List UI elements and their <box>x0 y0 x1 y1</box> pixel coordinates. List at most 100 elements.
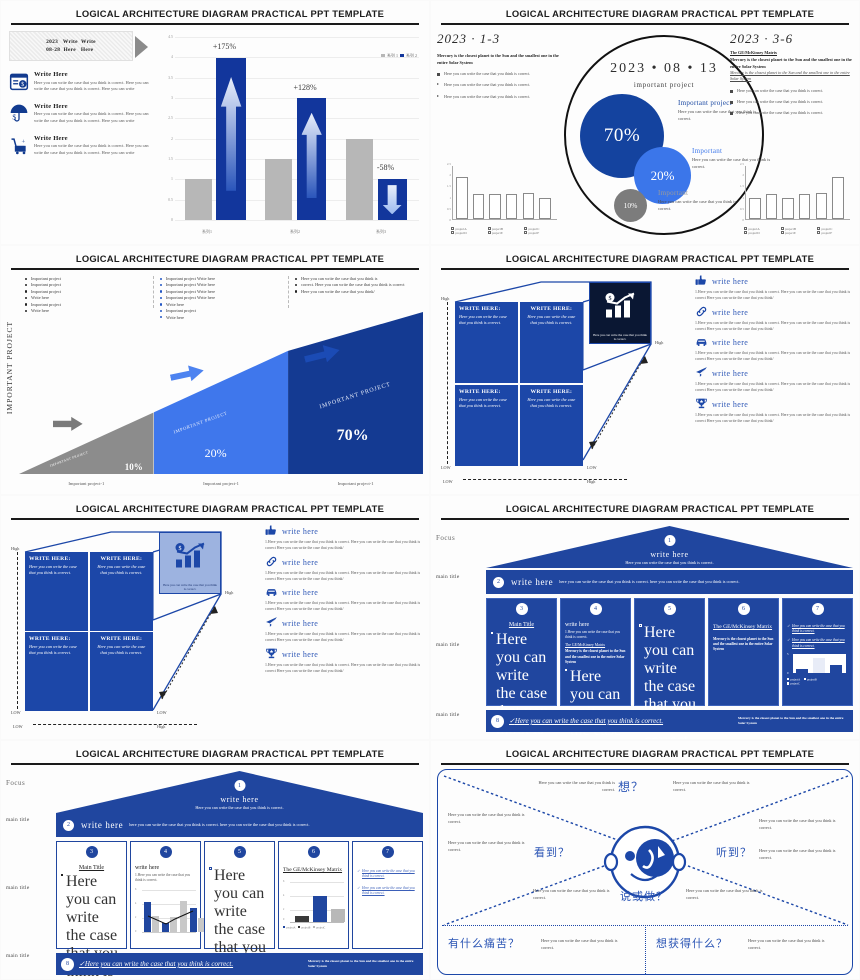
band-body: here you can write the case that you thi… <box>129 821 310 827</box>
card-6[interactable]: 6 The GE/McKinsey Matrix 6 4 2 0 <box>278 841 349 949</box>
data-label: +175% <box>212 42 237 52</box>
main-title-label: main title <box>6 885 30 891</box>
mini-bar-chart-left: 0 0.5 1 1.5 2 2.5 <box>439 162 559 236</box>
matrix-face-panel[interactable]: $ Here you can write the case that you t… <box>159 532 221 594</box>
roof-section[interactable]: 1 write here Here you can write the case… <box>486 526 853 568</box>
bullet: Here you can write the case that you thi… <box>730 99 855 105</box>
item-body: 1.Here you can write the case that you t… <box>265 662 421 673</box>
bar-blue-2 <box>297 98 327 220</box>
card-6[interactable]: 6 The GE/McKinsey Matrix Mercury is the … <box>708 598 779 706</box>
footer-band[interactable]: 8 ✓Here you can write the case that you … <box>56 953 423 975</box>
list-item[interactable]: write here 1.Here you can write the case… <box>695 366 855 394</box>
matrix-cell[interactable]: WRITE HERE: Here you can write the case … <box>455 302 519 384</box>
list-item: Important project Write here <box>160 295 282 301</box>
list-item[interactable]: $ Write Here Here you can write the case… <box>9 71 149 93</box>
text-bottom-left: Here you can write the case that you thi… <box>533 888 610 900</box>
list-item: Write here <box>160 315 282 321</box>
list-item[interactable]: write here 1.Here you can write the case… <box>265 585 425 613</box>
label-gain: 想获得什么？ <box>656 938 728 950</box>
link-chain-icon <box>265 555 278 570</box>
card-5[interactable]: 5 Here you can write the case that you t… <box>204 841 275 979</box>
step-number: 1 <box>663 534 676 547</box>
body: Here you can write the case that you thi… <box>658 199 737 212</box>
roof-body: Here you can write the case that you thi… <box>195 805 284 810</box>
band-title: write here <box>81 820 124 830</box>
card-title: Main Title <box>508 622 535 628</box>
list-item[interactable]: write here 1.Here you can write the case… <box>265 647 425 675</box>
slide-1[interactable]: LOGICAL ARCHITECTURE DIAGRAM PRACTICAL P… <box>0 0 430 245</box>
matrix-grid: WRITE HERE: Here you can write the case … <box>25 552 153 711</box>
list-item[interactable]: write here 1.Here you can write the case… <box>265 555 425 583</box>
horizontal-axis <box>33 724 197 725</box>
slide-6[interactable]: LOGICAL ARCHITECTURE DIAGRAM PRACTICAL P… <box>430 495 860 740</box>
list-item[interactable]: write here 1.Here you can write the case… <box>265 616 425 644</box>
list-item[interactable]: write here 1.Here you can write the case… <box>695 274 855 302</box>
matrix-face-panel[interactable]: $ Here you can write the case that you t… <box>589 282 651 344</box>
matrix-cell[interactable]: WRITE HERE: Here you can write the case … <box>25 632 89 711</box>
card-7[interactable]: 7 ✓ Here you can write the case that you … <box>782 598 853 706</box>
list-item: Important project Write here <box>160 282 282 288</box>
cell-body: Here you can write the case that you thi… <box>459 314 507 326</box>
calendar-money-icon: $ <box>9 71 29 91</box>
center-subtitle: important project <box>633 81 695 89</box>
matrix-cell[interactable]: WRITE HERE: Here you can write the case … <box>89 552 153 631</box>
footer-band[interactable]: 8 ✓Here you can write the case that you … <box>486 710 853 732</box>
page-title: LOGICAL ARCHITECTURE DIAGRAM PRACTICAL P… <box>505 253 815 264</box>
slide-4[interactable]: LOGICAL ARCHITECTURE DIAGRAM PRACTICAL P… <box>430 245 860 495</box>
main-title-label: main title <box>436 642 460 648</box>
segment-1: IMPORTANT PROJECT 10% <box>19 312 154 474</box>
card-5[interactable]: 5 Here you can write the case that you t… <box>634 598 705 739</box>
slide-7[interactable]: LOGICAL ARCHITECTURE DIAGRAM PRACTICAL P… <box>0 740 430 980</box>
list-item[interactable]: + Write Here Here you can write the case… <box>9 135 149 157</box>
card-title: The GE/McKinsey Matrix <box>713 624 773 630</box>
card-7[interactable]: 7 ✓ Here you can write the case that you … <box>352 841 423 949</box>
band-section[interactable]: 2 write here here you can write the case… <box>56 813 423 837</box>
step-number: 3 <box>85 846 98 858</box>
shopping-cart-icon: + <box>9 135 29 155</box>
card-3[interactable]: 3 Main Title Here you can write the case… <box>56 841 127 979</box>
circle-frame: 2023 • 08 • 13 important project 70% 20%… <box>564 35 770 235</box>
segment-3: IMPORTANT PROJECT 70% <box>288 312 423 474</box>
svg-text:+: + <box>22 138 26 145</box>
bubble-10[interactable]: 10% <box>614 189 647 222</box>
card-lead: 1.Here you can write the case that you t… <box>565 630 621 640</box>
slide-2[interactable]: LOGICAL ARCHITECTURE DIAGRAM PRACTICAL P… <box>430 0 860 245</box>
bullet: Here you can write the case that you thi… <box>437 81 562 88</box>
card-body: Mercury is the closest planet to the Sun… <box>565 649 626 664</box>
list-item[interactable]: write here 1.Here you can write the case… <box>695 335 855 363</box>
slide-5[interactable]: LOGICAL ARCHITECTURE DIAGRAM PRACTICAL P… <box>0 495 430 740</box>
list-item: Important project Write here <box>160 289 282 295</box>
paper-plane-icon <box>695 366 708 381</box>
title-rule <box>441 268 849 270</box>
date-badge-text: 2023 Write Write 08-28 Here Here <box>46 38 96 53</box>
matrix-cell[interactable]: WRITE HERE: Here you can write the case … <box>519 302 583 384</box>
list-item[interactable]: write here 1.Here you can write the case… <box>695 305 855 333</box>
y-axis-label: IMPORTANT PROJECT <box>5 320 15 414</box>
card-4[interactable]: 4 write here 1.Here you can write the ca… <box>560 598 631 739</box>
band-section[interactable]: 2 write here here you can write the case… <box>486 570 853 594</box>
roof-section[interactable]: 1 write here Here you can write the case… <box>56 771 423 813</box>
card-4[interactable]: 4 write here 1.Here you can write the ca… <box>130 841 205 949</box>
caption: Important project-1 <box>203 481 239 486</box>
slide-8[interactable]: LOGICAL ARCHITECTURE DIAGRAM PRACTICAL P… <box>430 740 860 980</box>
slide-3[interactable]: LOGICAL ARCHITECTURE DIAGRAM PRACTICAL P… <box>0 245 430 495</box>
mini-bar-chart-right: 0 0.5 1 1.5 2 2.5 <box>732 162 852 236</box>
list-item[interactable]: write here 1.Here you can write the case… <box>265 524 425 552</box>
title-rule <box>11 518 419 520</box>
segment-2: IMPORTANT PROJECT 20% <box>153 312 289 474</box>
axis-label-h-high: High <box>587 479 596 484</box>
matrix-cell[interactable]: WRITE HERE: Here you can write the case … <box>519 384 583 466</box>
list-item[interactable]: $ Write Here Here you can write the case… <box>9 103 149 125</box>
card-3[interactable]: 3 Main Title Here you can write the case… <box>486 598 557 738</box>
step-number: 8 <box>61 957 74 971</box>
bar <box>832 176 844 219</box>
matrix-cell[interactable]: WRITE HERE: Here you can write the case … <box>455 384 519 466</box>
text-top-left: Here you can write the case that you thi… <box>538 780 615 792</box>
matrix-cell[interactable]: WRITE HERE: Here you can write the case … <box>25 552 89 631</box>
list-item[interactable]: write here 1.Here you can write the case… <box>695 397 855 425</box>
matrix-cell[interactable]: WRITE HERE: Here you can write the case … <box>89 632 153 711</box>
bar <box>539 197 551 219</box>
item-body: 1.Here you can write the case that you t… <box>265 540 421 550</box>
title-rule <box>11 763 419 765</box>
face-caption: Here you can write the case that you thi… <box>163 582 217 591</box>
